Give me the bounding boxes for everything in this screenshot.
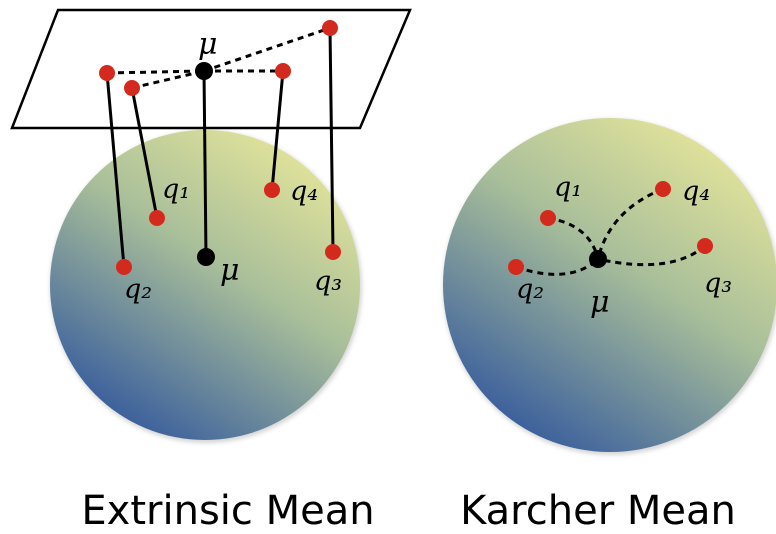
label: q₁ xyxy=(162,174,190,205)
panel-title: Extrinsic Mean xyxy=(81,488,374,534)
label: μ xyxy=(198,27,218,62)
label: q₃ xyxy=(704,268,732,299)
label: q₄ xyxy=(290,176,318,207)
label: q₂ xyxy=(516,274,544,305)
diagram: μ μ q₁ q₂ q₃ q₄ Extrinsic Mean q₁ q₂ q₃ … xyxy=(0,0,776,534)
label: q₃ xyxy=(314,266,342,297)
panel-title: Karcher Mean xyxy=(460,488,736,534)
label: μ xyxy=(220,253,240,288)
label: q₂ xyxy=(124,274,152,305)
label: q₁ xyxy=(554,172,582,203)
label: μ xyxy=(590,285,610,320)
label: q₄ xyxy=(682,176,710,207)
